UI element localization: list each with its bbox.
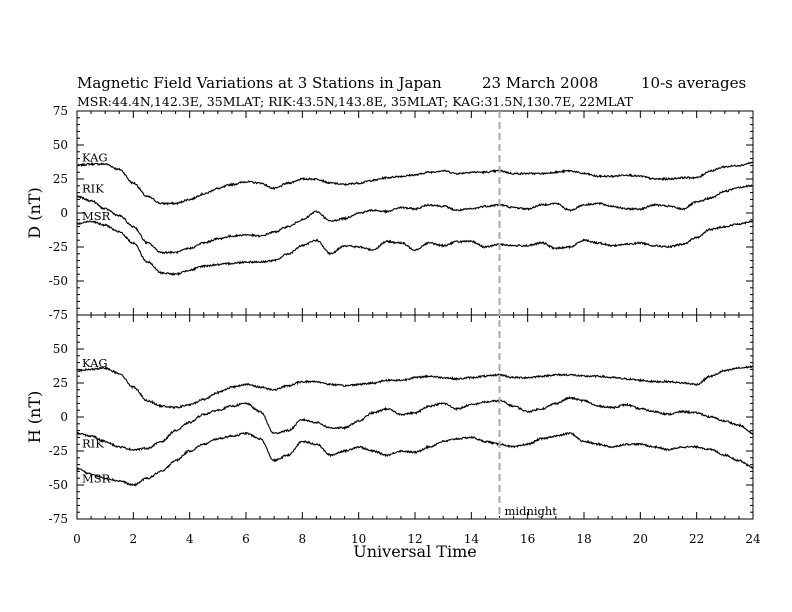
x-tick-label: 0 (73, 532, 81, 546)
y-tick-label: 50 (53, 138, 68, 152)
x-tick-label: 12 (407, 532, 422, 546)
panel-frame (76, 314, 754, 520)
y-tick-label: 50 (53, 342, 68, 356)
y-tick-label: 0 (60, 410, 68, 424)
x-tick-label: 6 (242, 532, 250, 546)
midnight-label: midnight (505, 504, 558, 518)
series-line-rik (76, 184, 754, 255)
x-tick-label: 16 (520, 532, 535, 546)
series-line-kag (76, 364, 754, 410)
y-tick-label: 75 (53, 104, 68, 118)
y-axis-label: H (nT) (25, 391, 44, 444)
y-tick-label: -50 (49, 478, 68, 492)
x-tick-label: 2 (130, 532, 138, 546)
y-tick-label: -25 (49, 444, 68, 458)
x-tick-label: 20 (633, 532, 648, 546)
x-tick-label: 14 (464, 532, 480, 546)
y-tick-label: -75 (49, 308, 68, 322)
x-tick-label: 4 (186, 532, 194, 546)
x-tick-label: 22 (689, 532, 704, 546)
chart-subtitle: MSR:44.4N,142.3E, 35MLAT; RIK:43.5N,143.… (77, 94, 634, 109)
series-line-rik (76, 395, 754, 452)
x-tick-label: 18 (576, 532, 591, 546)
x-tick-label: 8 (299, 532, 307, 546)
panel-frame (76, 110, 754, 316)
series-line-msr (76, 431, 754, 487)
series-line-kag (76, 161, 754, 206)
panel-h-component: 50 25 0 -25 -50 -75 H (nT) KAG RIK MSR (25, 314, 754, 526)
y-tick-label: 25 (53, 172, 68, 186)
x-tick-label: 24 (745, 532, 761, 546)
series-line-msr (76, 220, 754, 277)
series-label-kag: KAG (82, 150, 108, 164)
y-tick-label: -25 (49, 240, 68, 254)
series-label-msr: MSR (82, 472, 111, 486)
chart-title: Magnetic Field Variations at 3 Stations … (77, 74, 442, 92)
y-tick-label: -75 (49, 512, 68, 526)
series-label-rik: RIK (82, 436, 104, 450)
series-label-msr: MSR (82, 209, 111, 223)
y-tick-label: 0 (60, 206, 68, 220)
x-tick-label: 10 (351, 532, 366, 546)
series-label-kag: KAG (82, 356, 108, 370)
y-tick-label: -50 (49, 274, 68, 288)
panel-d-component: 75 50 25 0 -25 -50 -75 D (nT) KAG RIK MSR (25, 104, 754, 322)
y-tick-label: 25 (53, 376, 68, 390)
y-axis-label: D (nT) (25, 187, 44, 238)
x-axis-label: Universal Time (353, 542, 476, 561)
chart-date: 23 March 2008 (482, 74, 598, 92)
series-label-rik: RIK (82, 182, 104, 196)
chart-averaging: 10-s averages (641, 74, 746, 92)
